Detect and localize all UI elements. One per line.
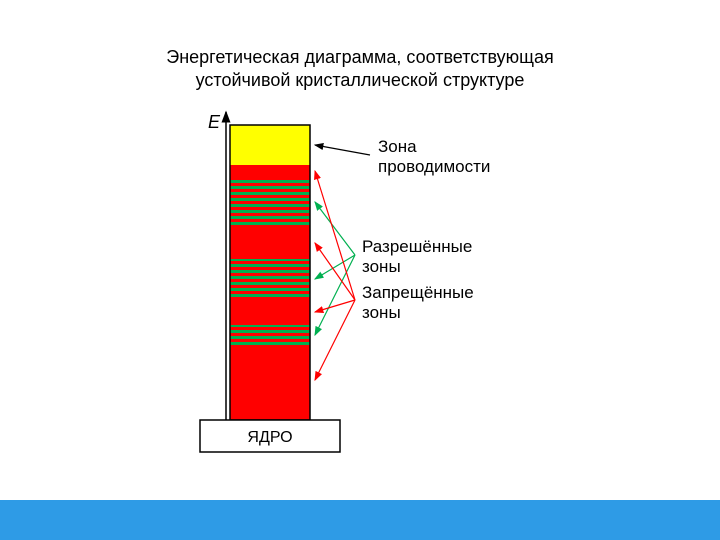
arrow-conduction — [315, 145, 370, 155]
svg-text:проводимости: проводимости — [378, 157, 490, 176]
label-allowed: Разрешённыезоны — [362, 237, 472, 276]
label-forbidden: Запрещённыезоны — [362, 283, 474, 322]
svg-text:Запрещённые: Запрещённые — [362, 283, 474, 302]
arrow-forbidden-2 — [315, 300, 355, 312]
band-allowed — [230, 325, 310, 345]
svg-text:Разрешённые: Разрешённые — [362, 237, 472, 256]
svg-text:зоны: зоны — [362, 257, 401, 276]
arrow-forbidden-3 — [315, 300, 355, 380]
axis-label: E — [208, 112, 221, 132]
band-conduction — [230, 125, 310, 165]
arrow-forbidden-1 — [315, 243, 355, 300]
band-allowed — [230, 259, 310, 299]
energy-diagram: ЯДРОEЗонапроводимостиРазрешённыезоныЗапр… — [0, 0, 720, 540]
band-forbidden — [230, 227, 310, 259]
band-allowed — [230, 177, 310, 227]
band-forbidden — [230, 299, 310, 325]
nucleus-label: ЯДРО — [247, 429, 292, 446]
arrow-forbidden-0 — [315, 171, 355, 300]
svg-text:Зона: Зона — [378, 137, 417, 156]
footer-bar — [0, 500, 720, 540]
arrow-allowed-0 — [315, 202, 355, 255]
band-forbidden — [230, 165, 310, 177]
svg-text:зоны: зоны — [362, 303, 401, 322]
band-forbidden — [230, 345, 310, 420]
label-conduction: Зонапроводимости — [378, 137, 490, 176]
